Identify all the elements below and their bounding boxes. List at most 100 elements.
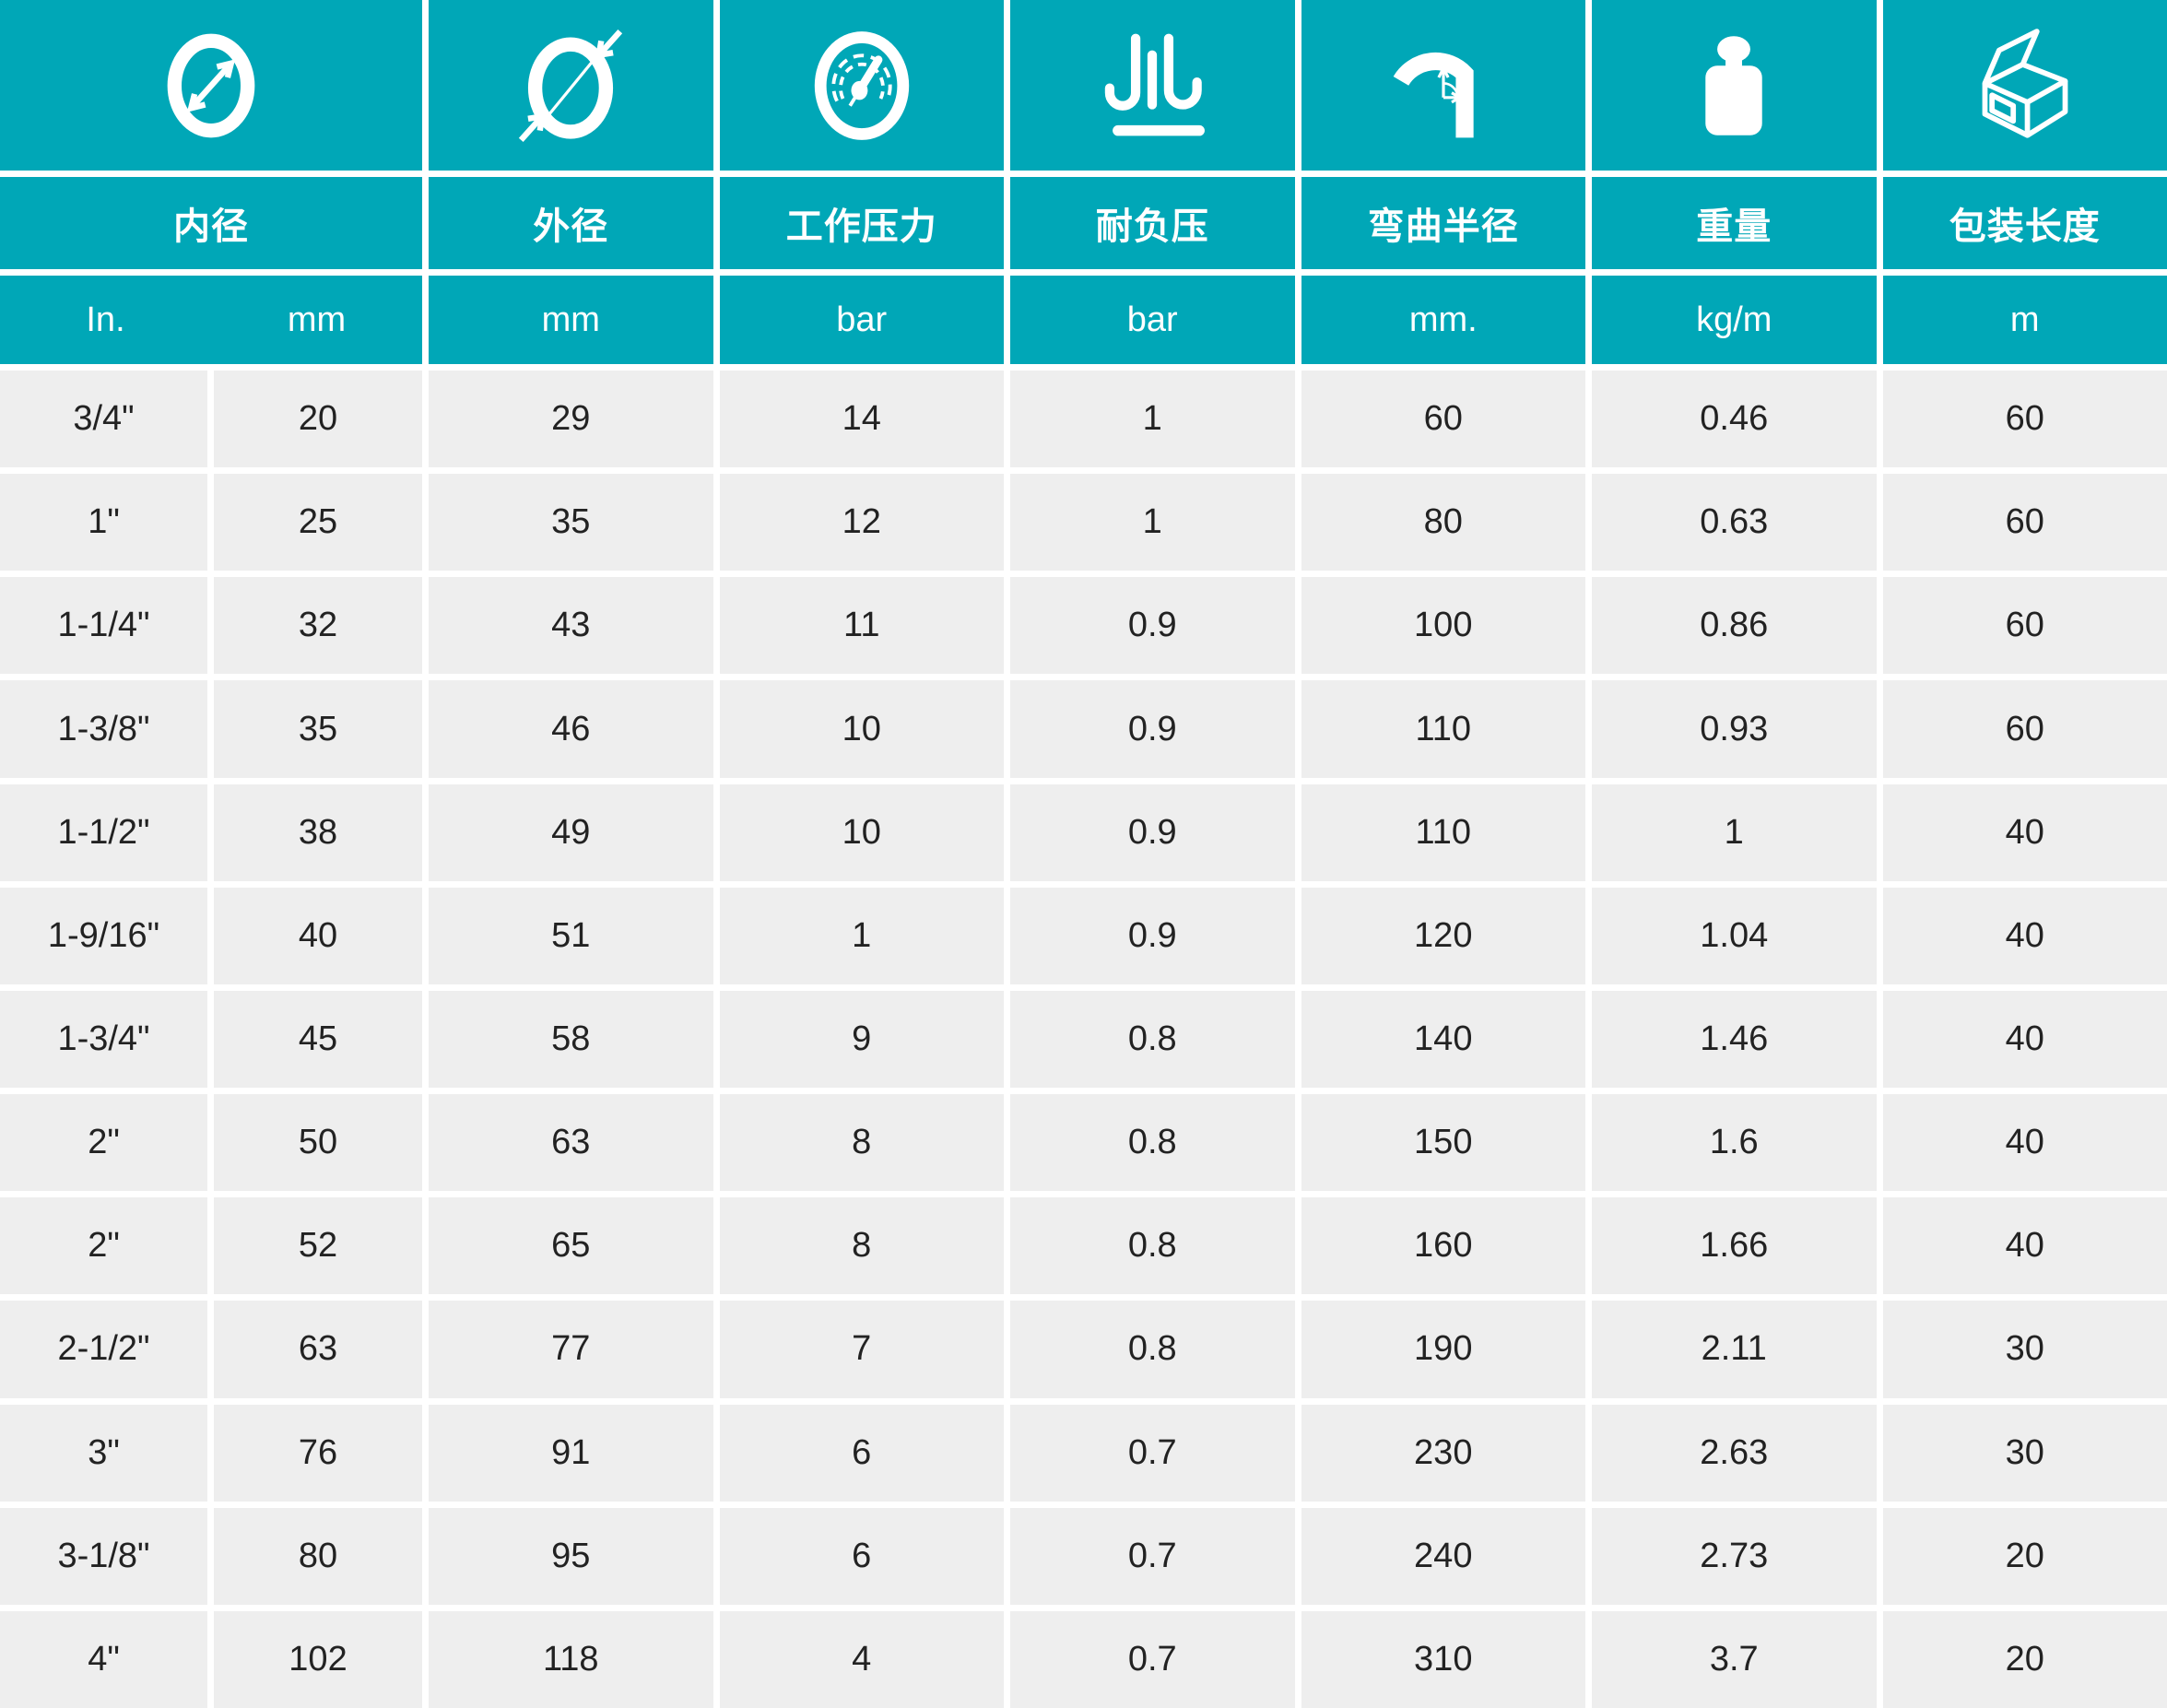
units-cell-working-pressure: bar bbox=[719, 276, 1004, 364]
cell-id-in: 1-1/4" bbox=[0, 577, 207, 675]
units-cell-vacuum: bar bbox=[1010, 276, 1295, 364]
cell-id-mm: 50 bbox=[214, 1094, 422, 1192]
cell-pack-m: 20 bbox=[1882, 1610, 2167, 1708]
column-header-weight: 重量 bbox=[1592, 177, 1877, 269]
cell-id-mm: 76 bbox=[214, 1404, 422, 1502]
cell-bend-mm: 80 bbox=[1301, 474, 1585, 571]
cell-id-mm: 32 bbox=[214, 577, 422, 675]
column-header-outer-diameter: 外径 bbox=[429, 177, 713, 269]
cell-od-mm: 46 bbox=[429, 680, 713, 778]
cell-pack-m: 20 bbox=[1882, 1507, 2167, 1605]
column-header-inner-diameter: 内径 bbox=[0, 177, 422, 269]
cell-pack-m: 60 bbox=[1882, 474, 2167, 571]
cell-vacuum-bar: 1 bbox=[1010, 371, 1295, 468]
cell-id-mm: 20 bbox=[214, 371, 422, 468]
cell-id-in: 3/4" bbox=[0, 371, 207, 468]
header-icon-cell bbox=[1592, 0, 1877, 171]
cell-vacuum-bar: 0.9 bbox=[1010, 680, 1295, 778]
cell-id-mm: 38 bbox=[214, 783, 422, 881]
cell-wp-bar: 14 bbox=[719, 371, 1004, 468]
cell-weight-kgm: 1.04 bbox=[1592, 887, 1877, 984]
cell-od-mm: 91 bbox=[429, 1404, 713, 1502]
units-cell-inner-diameter: In. mm bbox=[0, 276, 422, 364]
units-cell-weight: kg/m bbox=[1592, 276, 1877, 364]
cell-id-in: 1-3/4" bbox=[0, 990, 207, 1089]
cell-pack-m: 30 bbox=[1882, 1404, 2167, 1502]
cell-vacuum-bar: 0.9 bbox=[1010, 887, 1295, 984]
cell-vacuum-bar: 0.7 bbox=[1010, 1404, 1295, 1502]
cell-od-mm: 58 bbox=[429, 990, 713, 1089]
cell-id-in: 3-1/8" bbox=[0, 1507, 207, 1605]
cell-bend-mm: 60 bbox=[1301, 371, 1585, 468]
cell-od-mm: 95 bbox=[429, 1507, 713, 1605]
cell-vacuum-bar: 0.8 bbox=[1010, 1301, 1295, 1398]
header-icon-cell bbox=[1301, 0, 1585, 171]
cell-weight-kgm: 1.6 bbox=[1592, 1094, 1877, 1192]
cell-vacuum-bar: 0.7 bbox=[1010, 1610, 1295, 1708]
weight-icon bbox=[1705, 35, 1762, 135]
cell-id-in: 2" bbox=[0, 1094, 207, 1192]
cell-wp-bar: 7 bbox=[719, 1301, 1004, 1398]
cell-wp-bar: 10 bbox=[719, 783, 1004, 881]
cell-weight-kgm: 0.93 bbox=[1592, 680, 1877, 778]
cell-id-in: 3" bbox=[0, 1404, 207, 1502]
units-cell-packing-length: m bbox=[1882, 276, 2167, 364]
cell-id-mm: 102 bbox=[214, 1610, 422, 1708]
cell-wp-bar: 4 bbox=[719, 1610, 1004, 1708]
cell-pack-m: 60 bbox=[1882, 680, 2167, 778]
cell-id-in: 4" bbox=[0, 1610, 207, 1708]
cell-od-mm: 51 bbox=[429, 887, 713, 984]
cell-pack-m: 60 bbox=[1882, 577, 2167, 675]
cell-vacuum-bar: 0.8 bbox=[1010, 1094, 1295, 1192]
cell-bend-mm: 310 bbox=[1301, 1610, 1585, 1708]
cell-weight-kgm: 0.86 bbox=[1592, 577, 1877, 675]
cell-wp-bar: 6 bbox=[719, 1404, 1004, 1502]
cell-od-mm: 29 bbox=[429, 371, 713, 468]
cell-id-in: 2-1/2" bbox=[0, 1301, 207, 1398]
cell-id-in: 2" bbox=[0, 1197, 207, 1295]
cell-wp-bar: 6 bbox=[719, 1507, 1004, 1605]
cell-bend-mm: 110 bbox=[1301, 680, 1585, 778]
header-icon-cell bbox=[1882, 0, 2167, 171]
column-header-packing-length: 包装长度 bbox=[1882, 177, 2167, 269]
cell-id-in: 1-1/2" bbox=[0, 783, 207, 881]
cell-pack-m: 40 bbox=[1882, 1094, 2167, 1192]
cell-id-mm: 25 bbox=[214, 474, 422, 571]
cell-vacuum-bar: 0.7 bbox=[1010, 1507, 1295, 1605]
cell-pack-m: 40 bbox=[1882, 783, 2167, 881]
unit-inches: In. bbox=[86, 300, 125, 339]
cell-wp-bar: 11 bbox=[719, 577, 1004, 675]
cell-pack-m: 60 bbox=[1882, 371, 2167, 468]
cell-od-mm: 63 bbox=[429, 1094, 713, 1192]
cell-weight-kgm: 1.46 bbox=[1592, 990, 1877, 1089]
cell-od-mm: 49 bbox=[429, 783, 713, 881]
bend-radius-icon bbox=[1393, 52, 1474, 137]
header-icon-cell bbox=[1010, 0, 1295, 171]
inner-diameter-icon bbox=[167, 33, 255, 137]
units-cell-bend-radius: mm. bbox=[1301, 276, 1585, 364]
header-icon-cell bbox=[429, 0, 713, 171]
cell-weight-kgm: 2.73 bbox=[1592, 1507, 1877, 1605]
cell-od-mm: 65 bbox=[429, 1197, 713, 1295]
cell-id-mm: 63 bbox=[214, 1301, 422, 1398]
units-cell-outer-diameter: mm bbox=[429, 276, 713, 364]
cell-weight-kgm: 2.63 bbox=[1592, 1404, 1877, 1502]
cell-weight-kgm: 0.63 bbox=[1592, 474, 1877, 571]
cell-id-mm: 35 bbox=[214, 680, 422, 778]
cell-bend-mm: 190 bbox=[1301, 1301, 1585, 1398]
cell-od-mm: 77 bbox=[429, 1301, 713, 1398]
cell-bend-mm: 150 bbox=[1301, 1094, 1585, 1192]
cell-pack-m: 30 bbox=[1882, 1301, 2167, 1398]
cell-id-in: 1-3/8" bbox=[0, 680, 207, 778]
column-header-bend-radius: 弯曲半径 bbox=[1301, 177, 1585, 269]
cell-id-in: 1" bbox=[0, 474, 207, 571]
cell-weight-kgm: 2.11 bbox=[1592, 1301, 1877, 1398]
cell-wp-bar: 10 bbox=[719, 680, 1004, 778]
cell-wp-bar: 9 bbox=[719, 990, 1004, 1089]
cell-id-mm: 80 bbox=[214, 1507, 422, 1605]
header-icon-cell bbox=[0, 0, 422, 171]
cell-wp-bar: 12 bbox=[719, 474, 1004, 571]
cell-wp-bar: 8 bbox=[719, 1094, 1004, 1192]
unit-mm: mm bbox=[287, 300, 347, 339]
